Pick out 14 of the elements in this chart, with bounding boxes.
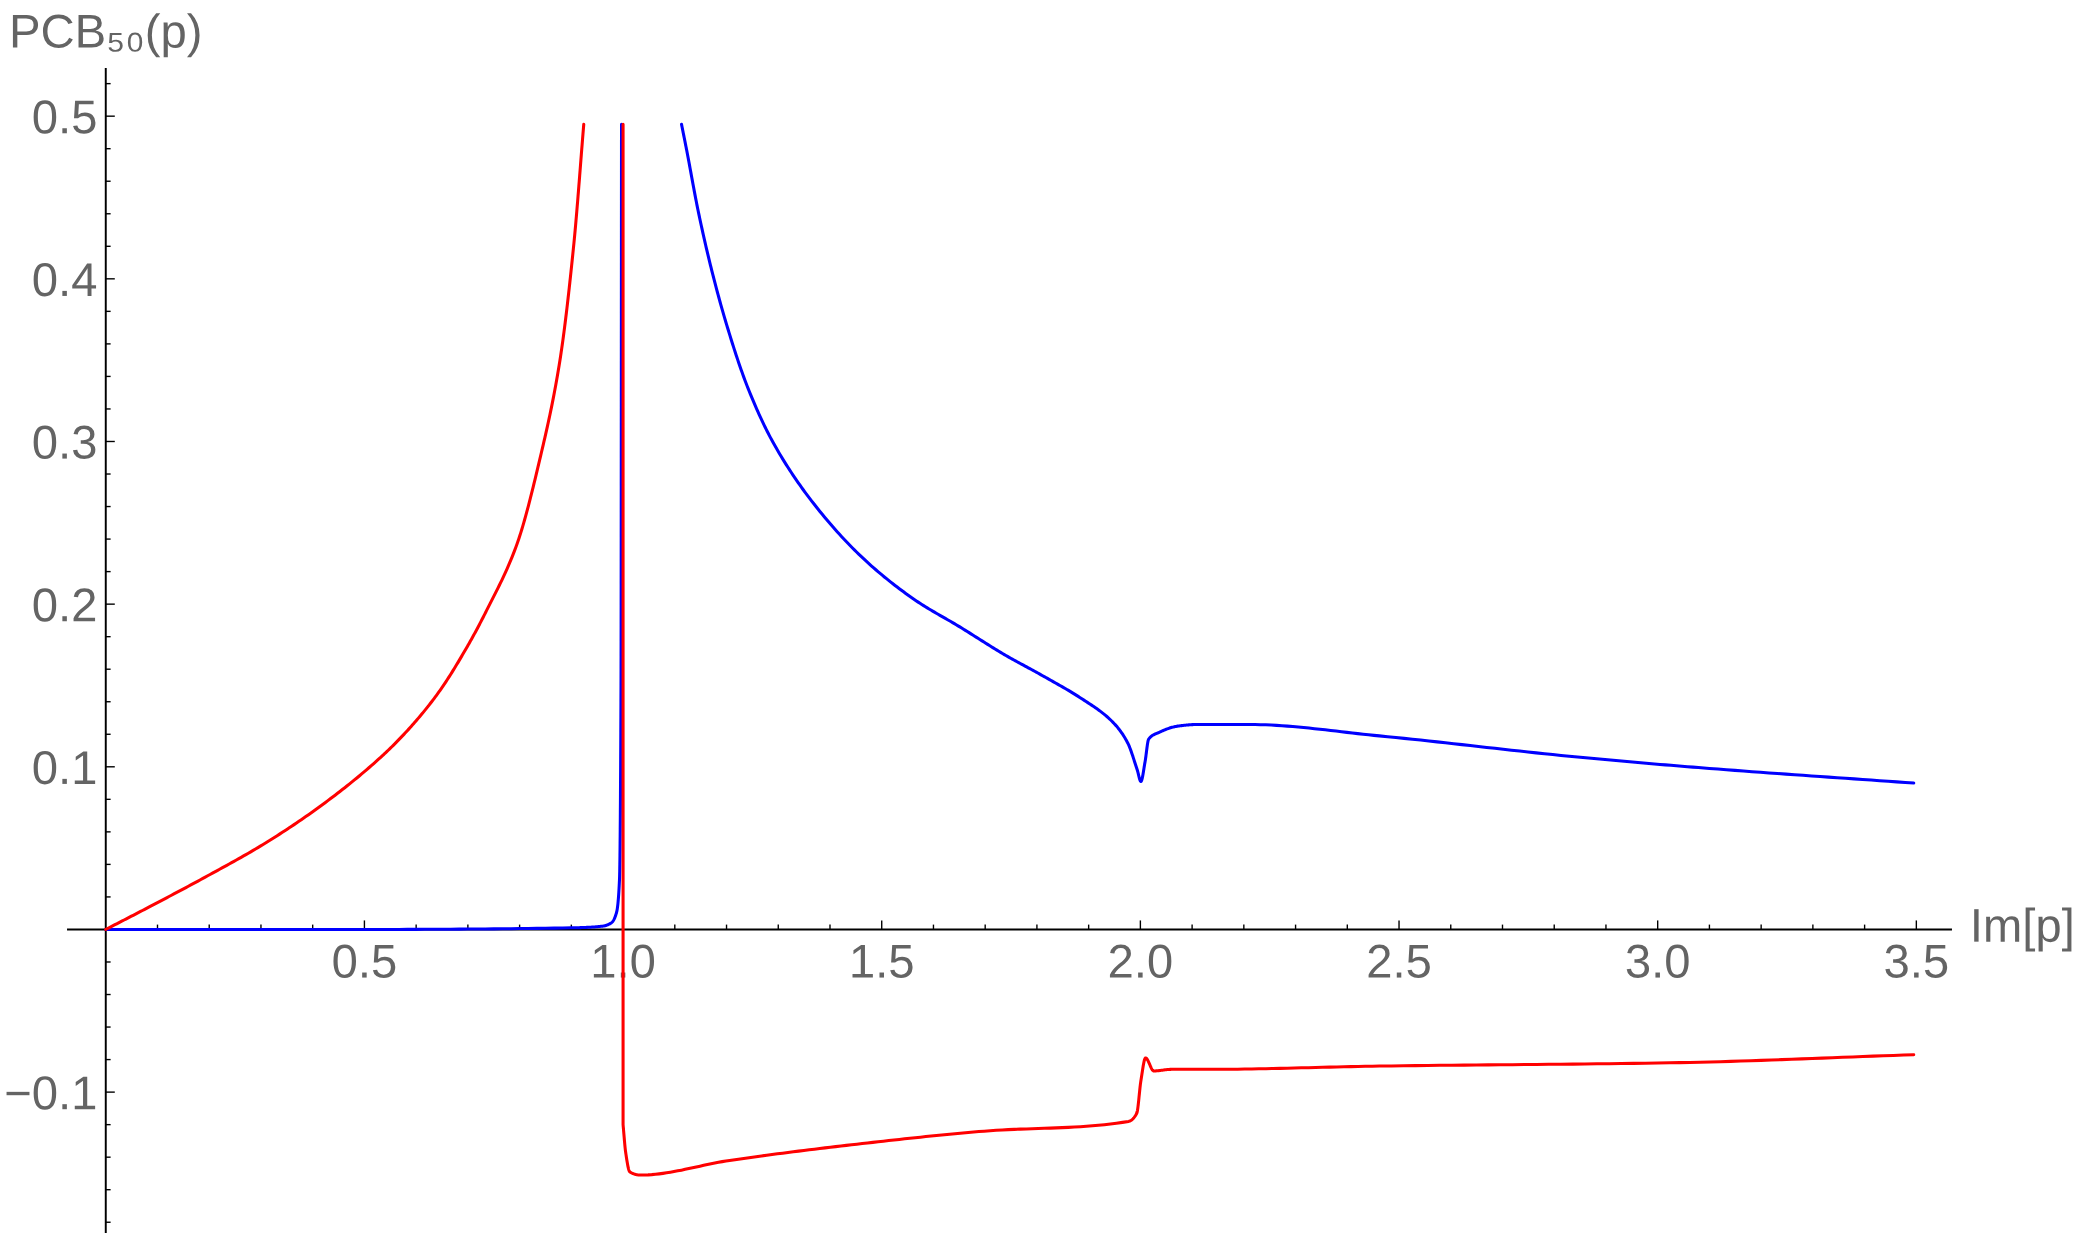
x-axis-title: Im[p] xyxy=(1974,907,2072,952)
x-tick-label: 1.5 xyxy=(852,945,913,979)
y-axis-title: PCB₅₀(p) xyxy=(12,13,200,58)
x-tick-label: 2.5 xyxy=(1368,944,1430,979)
x-tick-label: 3.0 xyxy=(1626,944,1689,979)
x-tick-label: 3.5 xyxy=(1885,944,1948,979)
x-tick-label: 2.0 xyxy=(1109,944,1172,979)
y-tick-label: 0.5 xyxy=(33,100,96,134)
y-tick-label: 0.2 xyxy=(33,588,96,622)
y-tick-label: −0.1 xyxy=(6,1076,96,1110)
y-tick-label: 0.3 xyxy=(33,425,96,460)
y-tick-label: 0.4 xyxy=(33,262,97,297)
x-tick-label: 0.5 xyxy=(333,944,396,979)
y-tick-label: 0.1 xyxy=(33,750,96,785)
